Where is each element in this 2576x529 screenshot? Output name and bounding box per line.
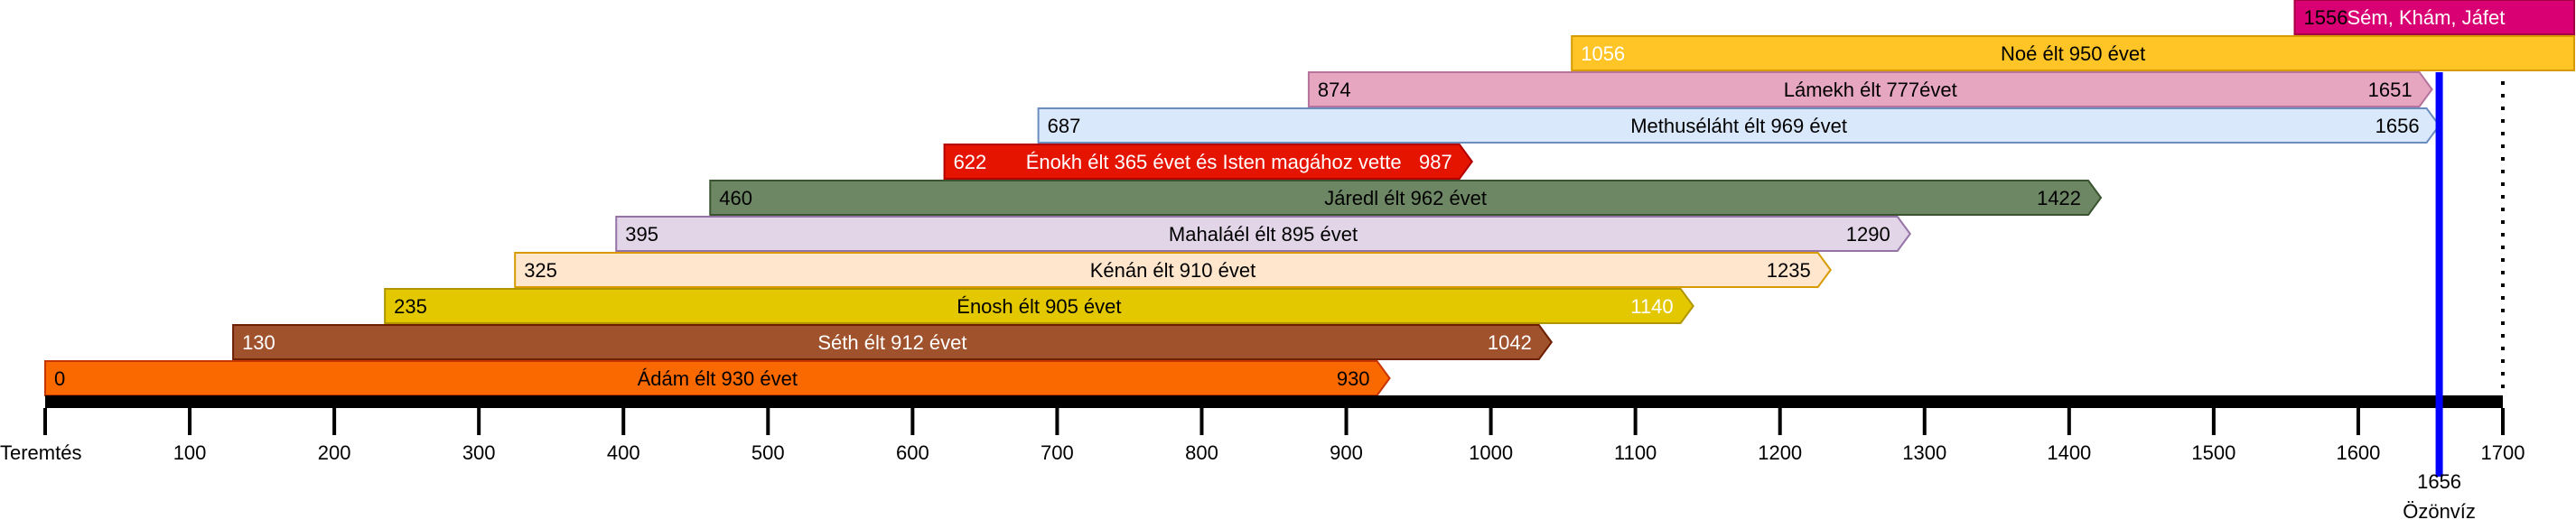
bar-adam: 0 930 Ádám élt 930 évet <box>44 360 1391 396</box>
axis-tick-label: 1100 <box>1614 441 1657 464</box>
axis-tick <box>332 408 337 435</box>
axis-tick-label: 1400 <box>2047 441 2091 464</box>
bar-enoch: 622 987 Énokh élt 365 évet és Isten magáho… <box>943 144 1474 180</box>
bar-end-label: 1290 <box>1846 223 1890 246</box>
bar-sons: 1556 Sém, Khám, Jáfet <box>2293 0 2575 35</box>
bar-shape <box>2293 0 2575 35</box>
bar-end-label: 930 <box>1337 367 1370 390</box>
bar-label: Sém, Khám, Jáfet <box>2347 6 2506 29</box>
axis-tick-label: 1700 <box>2481 441 2525 464</box>
bar-label: Noé élt 950 évet <box>2001 42 2145 65</box>
bar-label: Ádám élt 930 évet <box>638 367 798 390</box>
axis-tick-label: 700 <box>1041 441 1074 464</box>
axis-tick <box>1199 408 1204 435</box>
bar-enosh: 235 1140 Énosh élt 905 évet <box>384 288 1694 324</box>
bar-start-label: 235 <box>394 295 427 318</box>
bar-start-label: 1056 <box>1581 42 1625 65</box>
bar-shape <box>1037 107 2441 144</box>
bar-label: Methuséláht élt 969 évet <box>1630 115 1847 137</box>
axis-tick-label: 1600 <box>2336 441 2380 464</box>
bars-layer: 0 930 Ádám élt 930 évet 130 1042 Séth élt 912… <box>44 0 2575 396</box>
axis-tick-label: 1000 <box>1469 441 1513 464</box>
bar-start-label: 874 <box>1318 79 1351 101</box>
axis-tick <box>477 408 481 435</box>
axis-tick-label: Teremtés <box>0 441 81 464</box>
bar-end-label: 1140 <box>1630 295 1673 318</box>
bar-shape <box>1307 71 2433 107</box>
bar-shape <box>943 144 1474 180</box>
axis-layer: Teremtés 100 200 300 400 500 600 700 800 900 1000 1… <box>0 81 2525 464</box>
bar-noah: 1056 Noé élt 950 évet <box>1571 35 2575 71</box>
axis-tick-label: 400 <box>607 441 640 464</box>
axis-tick-label: 800 <box>1185 441 1218 464</box>
bar-start-label: 687 <box>1048 115 1081 137</box>
axis-tick-label: 600 <box>896 441 929 464</box>
bar-end-label: 1422 <box>2037 187 2081 209</box>
bar-end-label: 1042 <box>1488 331 1532 354</box>
bar-start-label: 622 <box>954 151 987 173</box>
axis-tick-label: 100 <box>173 441 207 464</box>
axis-tick <box>2356 408 2360 435</box>
bar-shape <box>44 360 1391 396</box>
axis-tick <box>1633 408 1638 435</box>
axis-tick <box>1344 408 1349 435</box>
axis-tick <box>2211 408 2216 435</box>
bar-label: Séth élt 912 évet <box>817 331 966 354</box>
axis-tick-label: 500 <box>751 441 785 464</box>
bar-mahalalel: 395 1290 Mahaláél élt 895 évet <box>615 216 1912 252</box>
axis-tick-label: 1500 <box>2191 441 2235 464</box>
axis-tick-label: 300 <box>462 441 496 464</box>
axis-tick <box>1055 408 1059 435</box>
flood-year-label: 1656 <box>2417 470 2461 493</box>
axis-tick-label: 1300 <box>1902 441 1946 464</box>
axis-tick <box>621 408 626 435</box>
bar-start-label: 460 <box>719 187 752 209</box>
bar-end-label: 1651 <box>2368 79 2413 101</box>
bar-shape <box>709 180 2103 216</box>
bar-label: Énosh élt 905 évet <box>957 295 1121 318</box>
axis-tick <box>188 408 192 435</box>
bar-end-label: 1235 <box>1767 259 1811 282</box>
bar-shape <box>615 216 1912 252</box>
bar-start-label: 325 <box>524 259 557 282</box>
axis-tick-label: 900 <box>1330 441 1363 464</box>
bar-end-label: 1656 <box>2375 115 2420 137</box>
bar-lamech: 874 1651 Lámekh élt 777évet <box>1307 71 2433 107</box>
bar-shape <box>384 288 1694 324</box>
bar-seth: 130 1042 Séth élt 912 évet <box>232 324 1554 360</box>
axis-tick <box>1922 408 1927 435</box>
axis-tick <box>1778 408 1782 435</box>
bar-start-label: 130 <box>242 331 275 354</box>
bar-label: Lámekh élt 777évet <box>1784 79 1957 101</box>
bar-start-label: 1556 <box>2304 6 2348 29</box>
axis-tick-label: 200 <box>318 441 351 464</box>
bar-end-label: 987 <box>1419 151 1452 173</box>
flood-marker: 1656 Özönvíz <box>2403 72 2476 523</box>
bar-label: Járedl élt 962 évet <box>1324 187 1487 209</box>
axis-tick <box>2067 408 2071 435</box>
bar-jared: 460 1422 Járedl élt 962 évet <box>709 180 2103 216</box>
axis-tick <box>1489 408 1493 435</box>
axis-tick-label: 1200 <box>1758 441 1802 464</box>
axis-tick <box>43 408 47 435</box>
flood-label: Özönvíz <box>2403 500 2476 523</box>
bar-shape <box>1571 35 2575 71</box>
bar-kenan: 325 1235 Kénán élt 910 évet <box>514 252 1832 288</box>
axis-tick <box>2501 408 2505 435</box>
bar-start-label: 0 <box>54 367 65 390</box>
axis-line <box>45 395 2503 408</box>
bar-label: Kénán élt 910 évet <box>1090 259 1255 282</box>
bar-methuselah: 687 1656 Methuséláht élt 969 évet <box>1037 107 2441 144</box>
bar-shape <box>514 252 1832 288</box>
axis-tick <box>910 408 915 435</box>
axis-tick <box>766 408 770 435</box>
bar-label: Énokh élt 365 évet és Isten magához vett… <box>1026 151 1402 173</box>
bar-start-label: 395 <box>625 223 658 246</box>
bar-shape <box>232 324 1554 360</box>
bar-label: Mahaláél élt 895 évet <box>1169 223 1358 246</box>
flood-line <box>2435 72 2443 477</box>
